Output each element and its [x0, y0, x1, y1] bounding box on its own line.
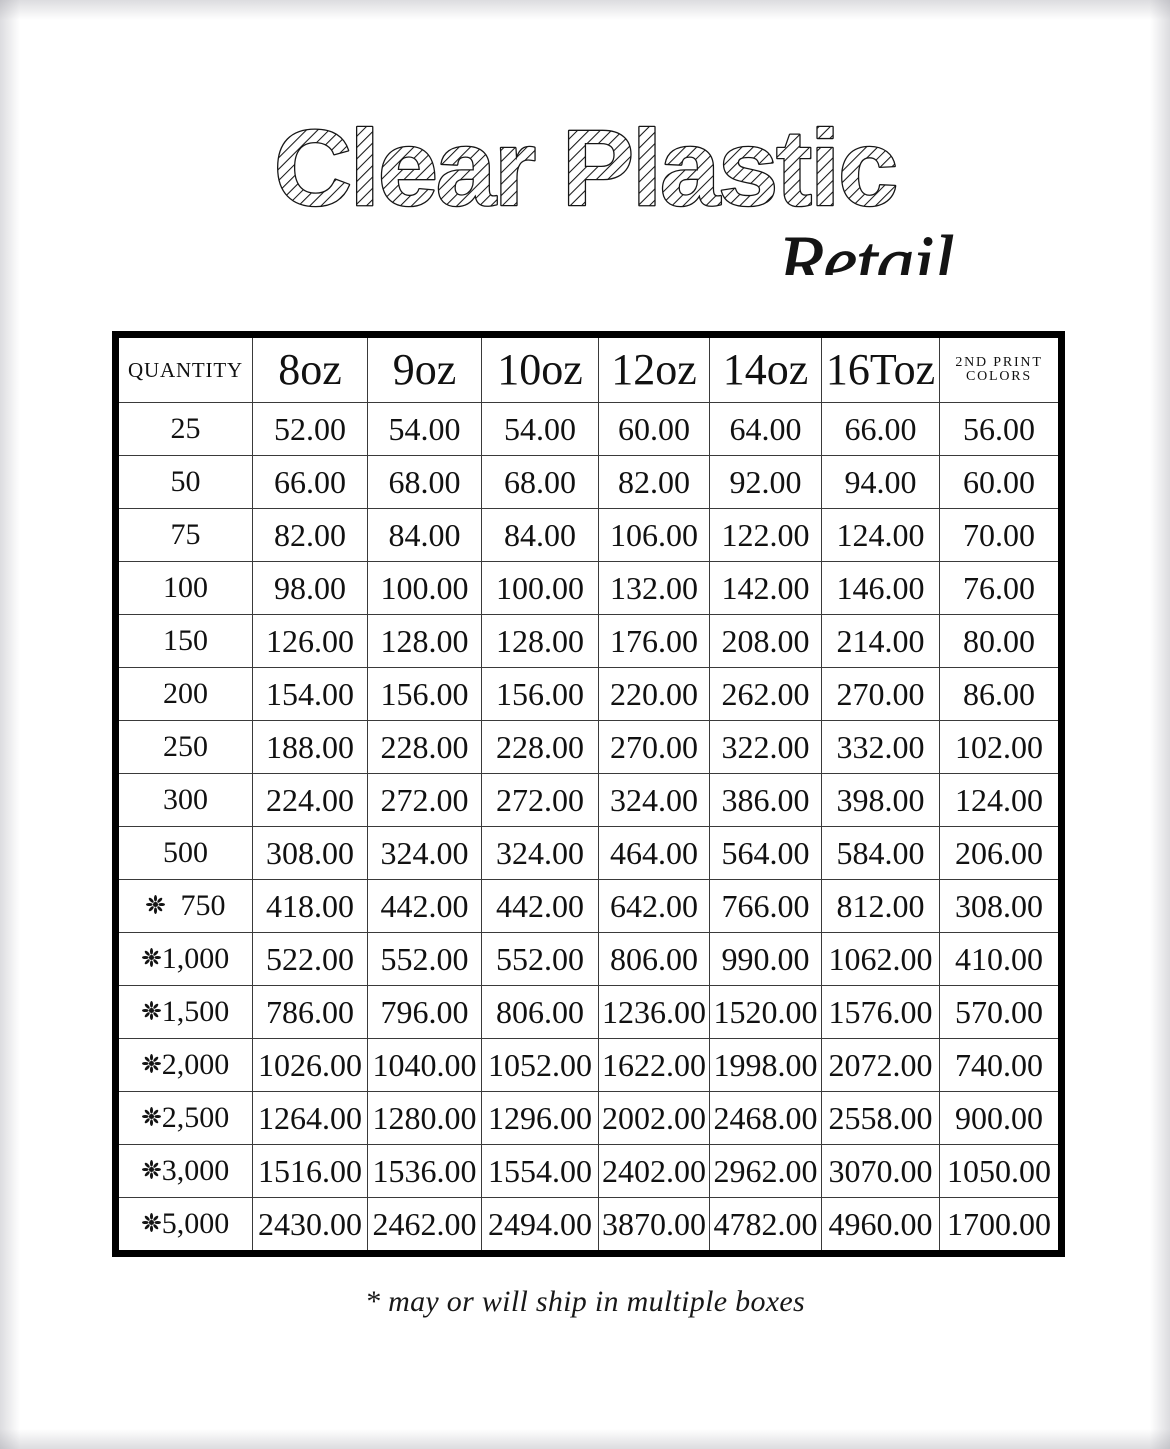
svg-text:Retail: Retail: [777, 221, 954, 275]
svg-text:Clear Plastic: Clear Plastic: [274, 107, 896, 228]
